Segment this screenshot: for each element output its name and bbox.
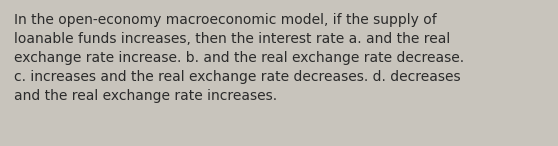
Text: In the open-economy macroeconomic model, if the supply of
loanable funds increas: In the open-economy macroeconomic model,… xyxy=(14,13,464,103)
